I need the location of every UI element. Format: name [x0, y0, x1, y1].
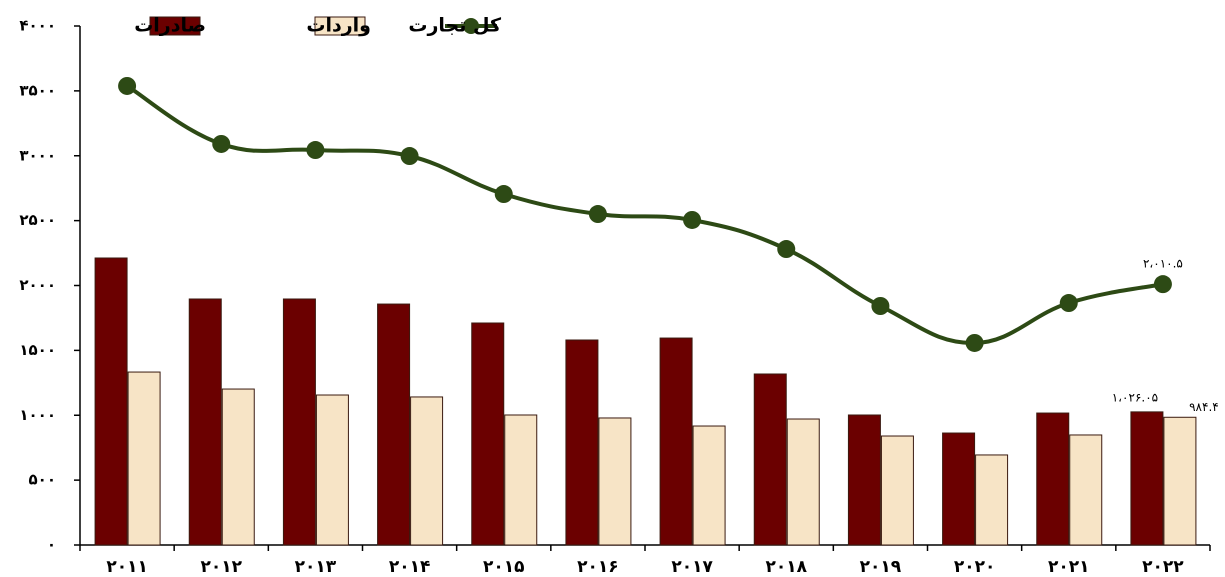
- marker: [118, 76, 137, 95]
- x-tick-label: ۲۰۲۰: [954, 557, 996, 577]
- line: [126, 84, 1164, 345]
- y-tick-label: ۱۵۰۰: [19, 341, 56, 359]
- bar: [127, 371, 161, 546]
- y-tick-label: ۱۰۰۰: [19, 406, 56, 424]
- y-tick-label: ۰: [47, 536, 56, 554]
- bar: [975, 454, 1009, 546]
- y-tick-label: ۲۵۰۰: [19, 211, 56, 229]
- x-tick-label: ۲۰۱۱: [106, 557, 148, 577]
- legend-swatch: [149, 16, 201, 36]
- legend-label: صادرات: [134, 15, 206, 37]
- bar: [504, 414, 538, 546]
- bar: [1069, 434, 1103, 546]
- x-tick-label: ۲۰۲۲: [1142, 557, 1184, 577]
- marker: [588, 205, 607, 224]
- x-tick-label: ۲۰۱۲: [200, 557, 242, 577]
- marker: [400, 147, 419, 166]
- y-tick-label: ۳۵۰۰: [19, 81, 56, 99]
- data-label: ۲،۰۱۰.۵: [1143, 257, 1183, 271]
- bar: [659, 337, 693, 546]
- x-tick-label: ۲۰۱۳: [295, 557, 337, 577]
- bar: [1163, 416, 1197, 546]
- bar: [942, 432, 976, 546]
- marker: [494, 185, 513, 204]
- marker: [306, 141, 325, 160]
- bar: [282, 298, 316, 546]
- marker: [777, 240, 796, 259]
- x-tick-label: ۲۰۲۱: [1048, 557, 1090, 577]
- y-tick-label: ۵۰۰: [29, 471, 56, 489]
- legend-label: کل تجارت: [408, 15, 502, 37]
- data-label: ۱،۰۲۶.۰۵: [1112, 390, 1158, 404]
- legend-label: واردات: [306, 15, 371, 37]
- y-tick-label: ۲۰۰۰: [19, 276, 56, 294]
- marker: [212, 134, 231, 153]
- x-tick-label: ۲۰۱۹: [860, 557, 902, 577]
- bar: [377, 303, 411, 546]
- bar: [1130, 411, 1164, 546]
- marker: [871, 297, 890, 316]
- bar: [847, 414, 881, 546]
- marker: [683, 210, 702, 229]
- bar: [188, 298, 222, 546]
- y-tick-label: ۳۰۰۰: [19, 146, 56, 164]
- bar: [315, 394, 349, 546]
- x-tick-label: ۲۰۱۷: [671, 557, 713, 577]
- bar: [410, 396, 444, 546]
- bar: [753, 373, 787, 546]
- data-label: ۹۸۴.۴: [1189, 400, 1219, 414]
- x-tick-label: ۲۰۱۴: [389, 557, 431, 577]
- y-tick-label: ۴۰۰۰: [19, 17, 56, 35]
- bar: [1036, 412, 1070, 546]
- bar: [692, 425, 726, 546]
- bar: [880, 435, 914, 546]
- bar: [471, 322, 505, 546]
- legend-swatch: [463, 18, 479, 34]
- bar: [565, 339, 599, 546]
- x-tick-label: ۲۰۱۶: [577, 557, 619, 577]
- bar: [786, 418, 820, 546]
- bar: [598, 417, 632, 546]
- marker: [1059, 294, 1078, 313]
- x-tick-label: ۲۰۱۸: [765, 557, 807, 577]
- bar: [94, 257, 128, 546]
- marker: [965, 333, 984, 352]
- legend-swatch: [314, 16, 366, 36]
- x-tick-label: ۲۰۱۵: [483, 557, 525, 577]
- marker: [1153, 275, 1172, 294]
- bar: [221, 388, 255, 546]
